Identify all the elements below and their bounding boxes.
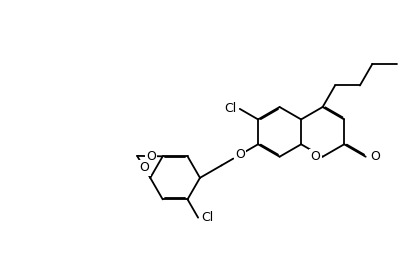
Text: Cl: Cl xyxy=(224,102,236,115)
Text: O: O xyxy=(235,148,245,161)
Text: Cl: Cl xyxy=(202,211,214,224)
Text: O: O xyxy=(311,150,320,163)
Text: O: O xyxy=(139,162,149,174)
Text: O: O xyxy=(146,150,156,163)
Text: O: O xyxy=(370,150,380,163)
